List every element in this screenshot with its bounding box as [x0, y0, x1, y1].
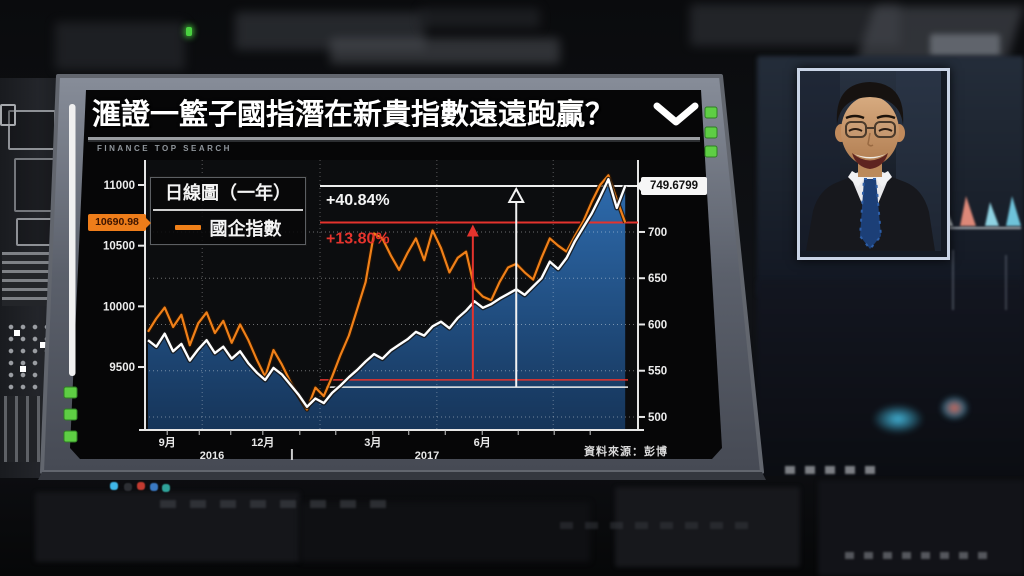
month-label: 9月 — [159, 436, 176, 449]
indicator-light — [150, 483, 158, 491]
bg-block — [818, 480, 1024, 576]
guest-photo — [797, 68, 950, 260]
bg-light-streak — [560, 522, 760, 529]
white-arrowhead — [507, 186, 525, 204]
monitor-bezel-bottom — [38, 472, 766, 480]
month-label: 3月 — [364, 436, 381, 449]
bg-light-streak — [933, 227, 1021, 229]
green-led — [63, 430, 78, 443]
red-change-label: +13.80% — [326, 230, 390, 247]
indicator-light — [162, 484, 170, 492]
year-label: 2016 — [200, 450, 224, 462]
bg-light-streak — [1005, 255, 1007, 310]
chevron-down-icon — [653, 102, 699, 126]
left-axis-label: 9500 — [109, 362, 135, 374]
sail-light — [960, 196, 976, 226]
bg-smudge — [420, 8, 540, 28]
bezel-light-strip — [69, 104, 76, 376]
headline-divider — [88, 137, 700, 142]
indicator-light — [110, 482, 118, 490]
current-value-label-left: 10690.98 — [88, 214, 151, 231]
month-label: 12月 — [251, 436, 274, 449]
person-illustration — [800, 71, 941, 251]
bezel-leds-left — [63, 386, 78, 443]
bg-smudge — [330, 38, 560, 64]
indicator-light — [124, 483, 132, 491]
source-credit: 資料來源：彭博 — [584, 446, 668, 458]
pad-highlight — [40, 342, 46, 348]
bg-block — [615, 487, 800, 567]
green-led — [63, 408, 78, 421]
headline-title: 滙證一籃子國指潛在新貴指數遠遠跑贏？ — [92, 99, 615, 131]
bg-light-streak — [785, 466, 885, 474]
sail-light — [985, 202, 999, 226]
sail-light — [1006, 196, 1021, 226]
kicker-label: FINANCE TOP SEARCH — [97, 144, 232, 153]
studio-background — [757, 280, 1024, 480]
right-axis-label: 650 — [648, 273, 667, 285]
orange-series-swatch — [174, 225, 201, 230]
right-axis-label: 500 — [648, 412, 667, 424]
area-fill — [147, 179, 626, 430]
bg-light-streak — [952, 250, 954, 310]
right-axis-label: 600 — [648, 319, 667, 331]
bg-smudge — [55, 22, 185, 70]
current-value-label-right: 749.6799 — [636, 177, 707, 195]
indicator-light — [137, 482, 145, 490]
green-led — [704, 145, 718, 158]
legend-row: 國企指數 — [151, 211, 305, 244]
orange-series-line — [147, 174, 627, 411]
circuit-trace — [0, 104, 16, 126]
white-series-line — [147, 177, 627, 408]
right-axis-label: 700 — [648, 227, 667, 239]
year-label: 2017 — [415, 450, 439, 462]
month-label: 6月 — [474, 436, 491, 449]
bezel-leds-right — [704, 106, 718, 158]
green-led — [704, 126, 718, 139]
red-arrowhead — [466, 224, 479, 237]
green-led — [704, 106, 718, 119]
legend-series-label: 國企指數 — [209, 218, 282, 239]
led-light — [186, 27, 192, 36]
chart-legend: 日線圖（一年） 國企指數 — [150, 177, 306, 245]
legend-divider — [153, 209, 303, 211]
white-change-label: +40.84% — [326, 192, 390, 209]
left-axis-label: 11000 — [104, 180, 135, 192]
right-axis-label: 550 — [648, 366, 667, 378]
bg-light-streak — [845, 552, 995, 559]
cyan-glow-light — [872, 404, 924, 434]
green-led — [63, 386, 78, 399]
legend-title: 日線圖（一年） — [165, 183, 291, 203]
bg-smudge — [930, 34, 1000, 56]
pad-highlight — [20, 366, 26, 372]
left-axis-label: 10500 — [103, 241, 135, 253]
left-axis-label: 10000 — [103, 301, 135, 313]
pad-highlight — [14, 330, 20, 336]
bg-block — [300, 502, 590, 562]
red-cyan-glow-light — [940, 396, 976, 420]
bg-light-streak — [160, 500, 390, 508]
